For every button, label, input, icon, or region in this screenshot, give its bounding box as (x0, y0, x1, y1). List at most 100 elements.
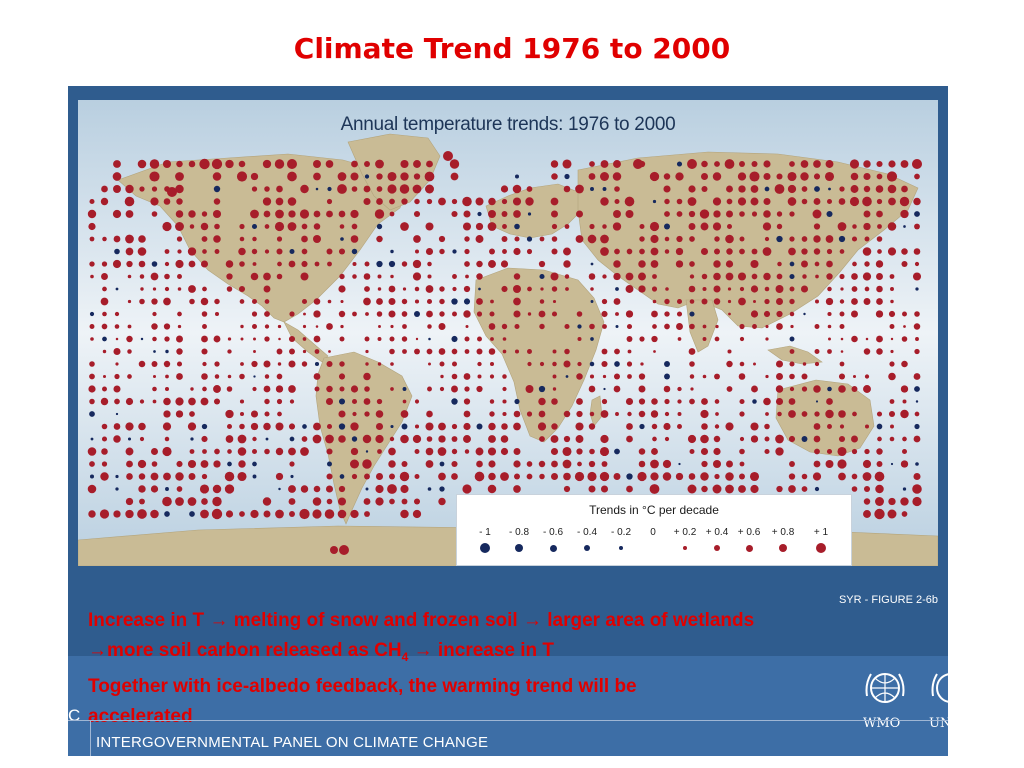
warming-trend-dot (463, 435, 471, 443)
warming-trend-dot (563, 435, 571, 443)
warming-trend-dot (350, 172, 359, 181)
warming-trend-dot (363, 185, 371, 193)
cooling-trend-dot (165, 487, 169, 491)
warming-trend-dot (601, 298, 608, 305)
cooling-trend-dot (102, 336, 107, 342)
cooling-trend-dot (814, 486, 820, 492)
figure-caption: SYR - FIGURE 2-6b (838, 594, 938, 606)
warming-trend-dot (589, 323, 595, 330)
warming-trend-dot (863, 172, 871, 181)
warming-trend-dot (189, 411, 195, 417)
warming-trend-dot (138, 260, 146, 268)
warming-trend-dot (552, 387, 557, 391)
cooling-trend-dot (327, 186, 332, 192)
warming-trend-dot (589, 374, 595, 379)
warming-trend-dot (886, 171, 898, 182)
warming-trend-dot (388, 310, 396, 318)
warming-trend-dot (625, 272, 634, 281)
warming-trend-dot (764, 236, 770, 242)
warming-trend-dot (512, 197, 522, 206)
warming-trend-dot (176, 460, 183, 468)
warming-trend-dot (764, 298, 770, 305)
warming-trend-dot (877, 436, 882, 442)
warming-trend-dot (214, 249, 220, 254)
warming-trend-dot (352, 311, 357, 317)
warming-trend-dot (137, 159, 147, 169)
warming-trend-dot (427, 386, 432, 392)
warming-trend-dot (714, 161, 720, 167)
warming-trend-dot (100, 397, 109, 406)
warming-trend-dot (115, 362, 119, 366)
warming-trend-dot (226, 386, 233, 392)
warming-trend-dot (776, 323, 783, 330)
warming-trend-dot (177, 324, 182, 329)
warming-trend-dot (313, 335, 321, 343)
warming-trend-dot (502, 386, 507, 392)
warming-trend-dot (313, 160, 321, 168)
warming-trend-dot (214, 311, 220, 317)
warming-trend-dot (439, 298, 445, 305)
warming-trend-dot (363, 273, 371, 280)
warming-trend-dot (339, 361, 345, 367)
warming-trend-dot (212, 484, 222, 494)
warming-trend-dot (852, 224, 857, 229)
warming-trend-dot (638, 385, 646, 393)
warming-trend-dot (464, 386, 470, 392)
warming-trend-dot (239, 411, 245, 417)
warming-trend-dot (112, 172, 122, 181)
warming-trend-dot (376, 173, 383, 180)
warming-trend-dot (490, 337, 494, 341)
warming-trend-dot (525, 385, 534, 393)
warming-trend-dot (789, 349, 795, 354)
warming-trend-dot (677, 337, 682, 341)
cooling-trend-dot (213, 185, 221, 193)
warming-trend-dot (175, 472, 184, 481)
warming-trend-dot (375, 159, 384, 169)
warming-trend-dot (175, 410, 184, 418)
warming-trend-dot (301, 436, 308, 442)
warming-trend-dot (114, 311, 120, 317)
warming-trend-dot (664, 411, 670, 417)
warming-trend-dot (626, 323, 633, 330)
warming-trend-dot (863, 348, 871, 355)
warming-trend-dot (275, 472, 284, 481)
warming-trend-dot (739, 436, 745, 442)
warming-trend-dot (328, 350, 331, 353)
warming-trend-dot (900, 460, 909, 468)
warming-trend-dot (815, 274, 819, 279)
warming-trend-dot (477, 374, 482, 379)
warming-trend-dot (337, 497, 347, 506)
warming-trend-dot (751, 248, 758, 255)
warming-trend-dot (863, 385, 871, 393)
warming-trend-dot (262, 497, 272, 506)
warming-trend-dot (902, 449, 907, 454)
warming-trend-dot (326, 473, 333, 480)
warming-trend-dot (251, 311, 258, 317)
warming-trend-dot (274, 159, 285, 169)
warming-trend-dot (551, 223, 558, 230)
warming-trend-dot (102, 386, 107, 392)
temperature-trend-map: Annual temperature trends: 1976 to 2000 … (78, 100, 938, 566)
warming-trend-dot (538, 460, 546, 468)
warming-trend-dot (500, 472, 509, 481)
warming-trend-dot (351, 473, 358, 480)
warming-trend-dot (190, 387, 194, 391)
warming-trend-dot (875, 310, 884, 318)
warming-trend-dot (253, 337, 256, 341)
annotation-line-3: Together with ice-albedo feedback, the w… (88, 675, 637, 697)
warming-trend-dot (912, 272, 922, 281)
warming-trend-dot (224, 471, 235, 482)
warming-trend-dot (551, 286, 558, 292)
warming-trend-dot (402, 324, 407, 329)
figure-lower-band (68, 656, 948, 756)
warming-trend-dot (438, 422, 446, 431)
warming-trend-dot (652, 324, 657, 329)
warming-trend-dot (624, 196, 635, 207)
warming-trend-dot (551, 311, 558, 317)
warming-trend-dot (813, 160, 821, 168)
warming-trend-dot (700, 247, 709, 256)
warming-trend-dot (402, 287, 407, 291)
warming-trend-dot (588, 460, 596, 468)
warming-trend-dot (688, 185, 696, 193)
warming-trend-dot (863, 485, 871, 493)
